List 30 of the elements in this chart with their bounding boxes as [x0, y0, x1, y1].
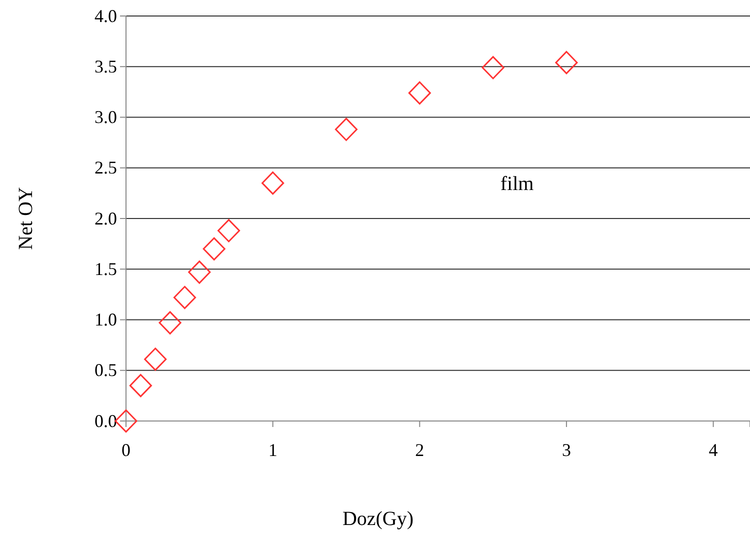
y-tick-label: 0.0	[94, 410, 117, 431]
point	[482, 56, 504, 80]
y-axis-title: Net OY	[15, 187, 37, 250]
y-tick-label: 3.5	[94, 56, 117, 76]
y-tick-label: 3.0	[94, 107, 117, 128]
y-tick-label: 2.0	[94, 208, 117, 228]
y-tick-label: 1.0	[94, 310, 117, 330]
point	[202, 237, 226, 260]
x-tick-label: 1	[268, 440, 278, 460]
point	[408, 81, 431, 105]
y-tick-label: 2.5	[94, 158, 117, 178]
y-tick-label: 1.5	[94, 258, 117, 279]
point	[129, 374, 152, 398]
y-tick-label: 4.0	[94, 6, 117, 26]
point	[173, 286, 196, 310]
y-tick-label: 0.5	[94, 360, 117, 380]
point	[188, 260, 211, 284]
annotation: film	[500, 173, 534, 196]
point	[144, 348, 167, 371]
x-tick-label: 0	[122, 440, 130, 460]
point	[158, 311, 182, 334]
point	[114, 409, 138, 433]
point	[555, 50, 578, 74]
x-tick-label: 4	[708, 440, 718, 460]
x-axis-title: Doz(Gy)	[342, 508, 414, 530]
point	[334, 118, 358, 141]
x-tick-label: 2	[415, 440, 424, 460]
point	[262, 171, 284, 195]
x-tick-label: 3	[562, 440, 571, 460]
point	[218, 219, 240, 242]
